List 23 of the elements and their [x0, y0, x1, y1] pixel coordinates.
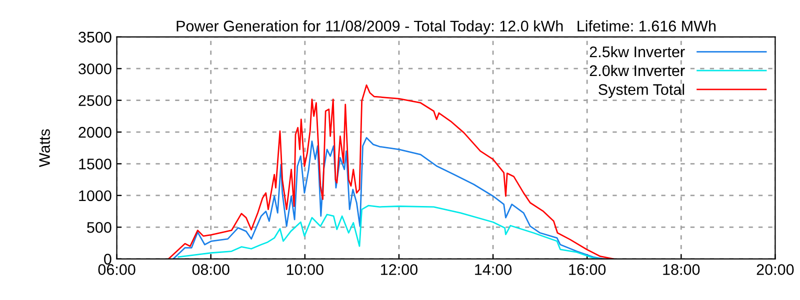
x-tick-label: 08:00	[192, 264, 230, 275]
y-axis-title: Watts	[39, 129, 50, 168]
x-tick-label: 10:00	[286, 264, 324, 275]
y-tick-label: 500	[87, 222, 112, 233]
y-tick-label: 2000	[78, 126, 112, 138]
x-tick-label: 06:00	[98, 264, 136, 275]
y-tick-label: 1000	[79, 190, 112, 202]
y-tick-label: 1500	[79, 158, 112, 170]
legend-label: 2.5kw Inverter	[590, 46, 685, 58]
legend-label: System Total	[598, 84, 684, 98]
legend-label: 2.0kw Inverter	[590, 64, 685, 76]
x-tick-label: 12:00	[381, 264, 418, 275]
chart-title: Power Generation for 11/08/2009 - Total Today: 12.0 kWh Lifetime: 1.616 MWh	[176, 20, 716, 35]
y-tick-label: 0	[104, 254, 112, 265]
line-series	[172, 137, 604, 259]
y-tick-label: 2500	[78, 95, 112, 106]
y-tick-label: 3500	[78, 32, 112, 43]
x-tick-label: 20:00	[756, 264, 794, 275]
y-tick-label: 3000	[78, 63, 112, 74]
x-tick-label: 18:00	[663, 264, 700, 275]
line-series	[178, 204, 601, 259]
x-tick-label: 14:00	[475, 264, 512, 275]
x-tick-label: 16:00	[569, 264, 606, 275]
